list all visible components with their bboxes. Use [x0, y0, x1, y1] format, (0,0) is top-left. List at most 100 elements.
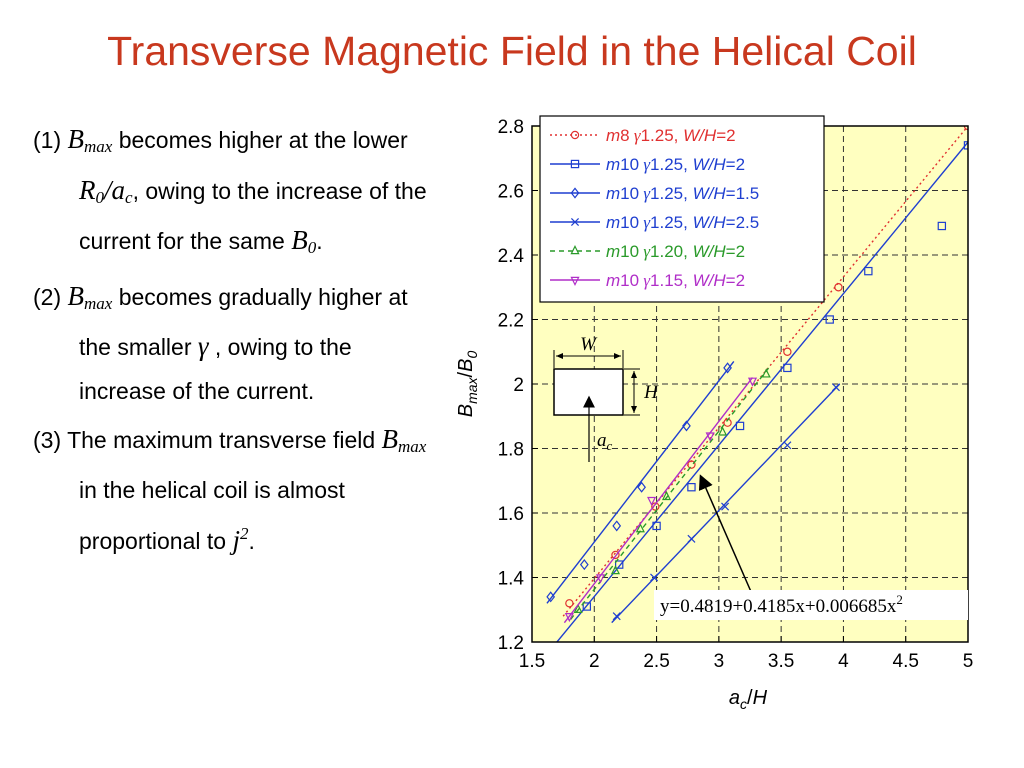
data-point	[864, 266, 873, 276]
y-tick-label: 2.8	[498, 117, 524, 138]
fit-equation-box	[654, 590, 968, 620]
legend-swatch-marker	[570, 217, 580, 227]
x-tick-label: 3.5	[768, 651, 794, 672]
y-axis-label: Bmax/B0	[455, 351, 480, 418]
y-tick-label: 1.6	[498, 504, 524, 525]
x-tick-label: 2.5	[643, 651, 669, 672]
data-point	[963, 141, 968, 150]
legend-entry-1: m8 γ1.25, W/H=2	[550, 126, 736, 145]
notes-list: (1) Bmax becomes higher at the lower R0/…	[33, 118, 428, 569]
symbol-bmax: Bmax	[67, 280, 113, 313]
data-point	[610, 565, 621, 575]
y-tick-label: 1.2	[498, 633, 524, 654]
note-item-1: (1) Bmax becomes higher at the lower R0/…	[33, 124, 427, 257]
legend-box	[539, 115, 825, 303]
legend-entry-3: m10 γ1.25, W/H=1.5	[550, 184, 759, 203]
symbol-b0: B0	[291, 225, 317, 257]
y-tick-label: 2.4	[498, 246, 525, 267]
x-tick-label: 1.5	[519, 651, 545, 672]
data-point	[783, 441, 792, 450]
axis-ticks: 1.5 2 2.5 3 3.5 4 4.5 5 1.2 1.4 1.6 1.8 2 2.2 2.4 2.6 2.…	[498, 117, 974, 672]
legend-entry-2: m10 γ1.25, W/H=2	[550, 155, 745, 174]
data-point	[573, 603, 583, 613]
series-layer	[546, 126, 968, 642]
data-point	[761, 368, 771, 378]
data-point	[637, 481, 646, 493]
data-point	[783, 347, 792, 356]
data-point	[834, 283, 843, 292]
note-item-2: (2) Bmax becomes gradually higher at the…	[33, 280, 408, 404]
data-point	[721, 502, 730, 511]
data-point	[825, 315, 834, 324]
series-line	[546, 360, 735, 604]
data-point	[937, 221, 947, 231]
data-point	[687, 460, 696, 469]
data-point	[687, 483, 696, 492]
data-point	[612, 612, 621, 621]
data-point	[582, 602, 592, 611]
x-tick-label: 2	[589, 651, 600, 672]
legend-entry-6: m10 γ1.15, W/H=2	[550, 271, 745, 290]
series-line	[611, 383, 841, 624]
legend-entry-4: m10 γ1.25, W/H=2.5	[550, 213, 759, 232]
y-tick-label: 2.6	[498, 182, 524, 203]
w-label: W	[580, 334, 598, 355]
y-tick-label: 2	[513, 375, 524, 396]
legend-label: m10 γ1.25, W/H=2.5	[606, 213, 759, 232]
data-point	[595, 574, 606, 584]
y-tick-label: 1.4	[498, 569, 525, 590]
data-point	[783, 363, 792, 373]
series-line	[563, 377, 754, 624]
x-axis-label: ac/H	[729, 687, 768, 712]
symbol-gamma: γ	[197, 331, 209, 361]
data-point	[682, 420, 691, 432]
data-point	[652, 521, 661, 531]
series-line	[556, 141, 968, 642]
x-tick-label: 5	[963, 651, 974, 672]
data-point	[735, 421, 745, 431]
series-3	[546, 360, 735, 604]
data-point	[831, 383, 840, 392]
series-5	[570, 367, 771, 620]
symbol-j2: j2	[232, 524, 249, 555]
legend-swatch-marker	[570, 130, 580, 140]
y-tick-label: 2.2	[498, 311, 524, 332]
x-tick-label: 4.5	[893, 651, 919, 672]
legend-label: m8 γ1.25, W/H=2	[606, 126, 736, 145]
symbol-r0-ac: R0/ac	[79, 174, 133, 207]
legend-swatch-marker	[570, 187, 580, 199]
legend-swatch-marker	[570, 276, 580, 286]
series-6	[563, 377, 758, 624]
y-tick-label: 1.8	[498, 440, 524, 461]
data-point	[579, 559, 589, 571]
data-point	[635, 523, 645, 533]
h-label: H	[643, 382, 659, 403]
data-point	[565, 599, 574, 608]
data-point	[614, 560, 624, 569]
data-point	[651, 502, 660, 511]
x-tick-label: 4	[838, 651, 849, 672]
data-point	[747, 377, 758, 387]
series-line	[562, 126, 968, 617]
slide-title: Transverse Magnetic Field in the Helical…	[107, 28, 917, 74]
data-point	[718, 426, 728, 436]
series-2	[556, 141, 968, 642]
coil-cross-section-inset: W H ac	[553, 334, 659, 462]
data-point	[546, 591, 556, 603]
legend-label: m10 γ1.15, W/H=2	[606, 271, 745, 290]
legend-entry-5: m10 γ1.20, W/H=2	[550, 242, 745, 261]
data-point	[612, 520, 622, 532]
data-point	[661, 490, 672, 501]
data-point	[647, 496, 657, 507]
data-point	[687, 534, 696, 543]
symbol-bmax: Bmax	[381, 424, 427, 456]
x-tick-label: 3	[714, 651, 725, 672]
ac-label: ac	[597, 430, 613, 453]
legend-label: m10 γ1.25, W/H=1.5	[606, 184, 759, 203]
data-point	[705, 432, 715, 442]
legend-swatch-marker	[570, 245, 580, 255]
data-point	[611, 550, 620, 560]
legend-swatch-marker	[570, 159, 580, 169]
legend-label: m10 γ1.25, W/H=2	[606, 155, 745, 174]
